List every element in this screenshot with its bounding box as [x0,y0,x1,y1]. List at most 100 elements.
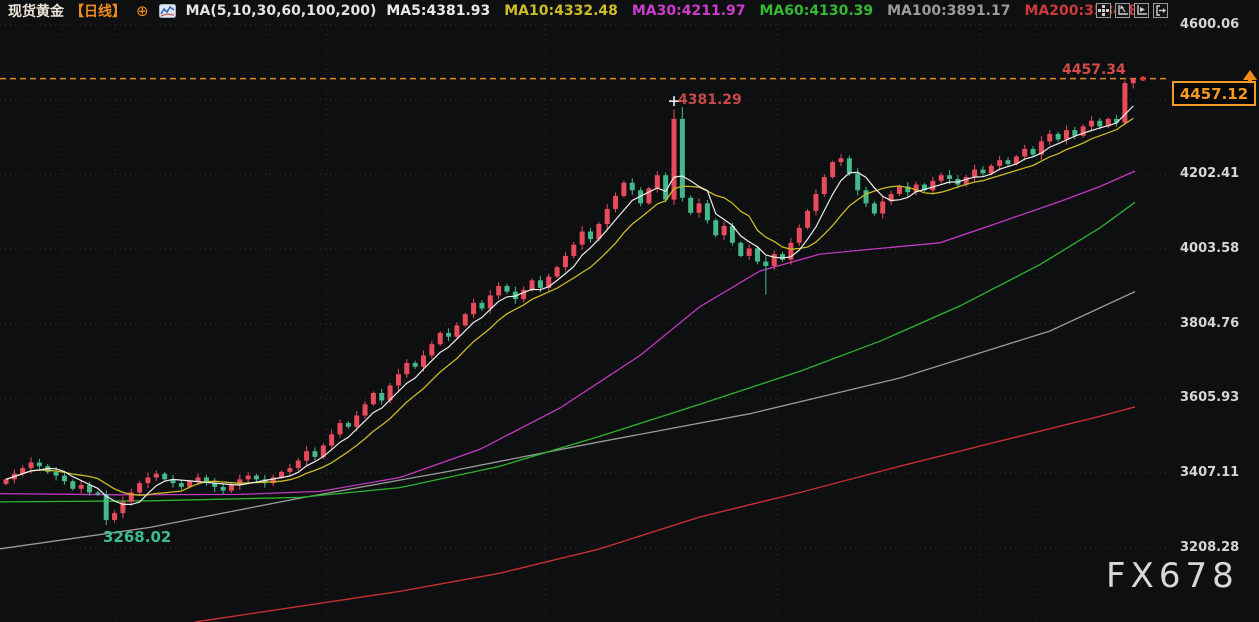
ma-legend-value: MA100:3891.17 [887,3,1011,19]
candle-body [763,261,769,267]
current-price-box: 4457.12 [1172,81,1256,106]
ma-legend: MA5:4381.93 MA10:4332.48 MA30:4211.97 MA60:… [386,3,1138,19]
candle-body [128,492,134,502]
candle-body [1072,130,1078,136]
ma-line-ma30 [0,170,1136,496]
candle-body [228,484,234,491]
candle-body [195,477,201,482]
candle-body [780,254,786,260]
session-high-label: 4457.34 [1062,61,1126,78]
candle-body [287,468,293,472]
y-axis-label: 3605.93 [1180,390,1240,406]
candle-body [345,423,351,427]
candle-body [604,209,610,225]
candle-body [304,451,310,461]
price-up-arrow-icon [1243,70,1257,80]
candle-body [120,501,126,514]
candle-body [880,201,886,214]
candle-body [663,175,669,200]
timeframe-selector[interactable]: 【日线】 [70,4,126,20]
candle-body [521,289,527,300]
candle-body [771,254,777,267]
candle-body [805,210,811,228]
candle-body [855,173,861,191]
candle-body [362,404,368,416]
candle-body [738,242,744,256]
ma-line-ma10 [5,117,1134,496]
exit-view-icon[interactable] [1153,3,1168,18]
ma-line-ma60 [0,201,1136,503]
candle-body [621,182,627,196]
candle-body [1130,78,1136,84]
candle-body [688,197,694,213]
candle-body [312,451,318,457]
candle-body [905,186,911,193]
candle-body [53,471,59,476]
ma-legend-value: MA10:4332.48 [504,3,618,19]
price-up-arrow-icon [1248,78,1252,82]
candle-body [329,434,335,446]
candle-body [254,475,259,480]
candle-body [3,479,9,484]
candle-body [1030,148,1036,155]
candle-body [888,193,894,202]
candle-body [963,177,969,185]
candle-body [379,393,385,401]
ma-line-ma100 [0,291,1136,550]
candle-body [262,479,268,484]
candle-body [337,423,343,435]
candle-body [746,248,752,256]
add-indicator-icon[interactable]: ⊕ [136,1,149,20]
candle-body [896,186,902,194]
candle-body [354,415,360,427]
candle-body [170,479,176,484]
candle-body [1038,141,1044,155]
candle-body [938,175,944,181]
candle-body [646,188,652,204]
candle-body [295,460,301,469]
candle-body [178,483,184,487]
candle-body [830,162,836,178]
candle-body [871,203,877,214]
chart-type-icon[interactable] [158,4,176,18]
y-axis-label: 4600.06 [1180,17,1240,32]
scale-y-axis-icon[interactable] [1115,3,1130,18]
candle-body [1047,133,1053,142]
candle-body [504,285,510,292]
candle-body [1080,126,1086,136]
candle-body [1114,118,1120,123]
candle-body [462,314,468,326]
peak-price-label: 4381.29 [678,92,742,109]
candle-body [562,255,568,268]
chart-toolbar [1096,3,1168,18]
candle-body [796,227,802,243]
candle-body [112,513,118,520]
candle-body [78,484,84,489]
candle-body [237,479,243,485]
auto-scroll-icon[interactable] [1134,3,1149,18]
move-crosshair-icon[interactable] [1096,3,1111,18]
candle-body [487,295,493,309]
candle-body [755,248,760,262]
candle-body [412,362,418,367]
candle-body [1097,120,1103,127]
candle-body [972,169,978,178]
y-axis-label: 3407.11 [1180,464,1240,480]
candle-body [137,483,143,493]
candle-body [679,118,685,198]
candle-body [162,473,168,480]
candle-body [145,477,151,484]
candle-body [613,195,619,210]
candle-body [1013,156,1019,164]
candle-body [813,193,819,211]
candle-body [220,486,226,491]
candle-body [588,231,593,240]
candle-body [429,344,435,356]
y-axis-label: 4003.58 [1180,240,1240,256]
candle-body [654,175,660,189]
candle-body [446,332,452,337]
candle-body [788,242,794,260]
high-line-endpoint-dot [1140,76,1146,82]
candle-body [387,385,393,401]
